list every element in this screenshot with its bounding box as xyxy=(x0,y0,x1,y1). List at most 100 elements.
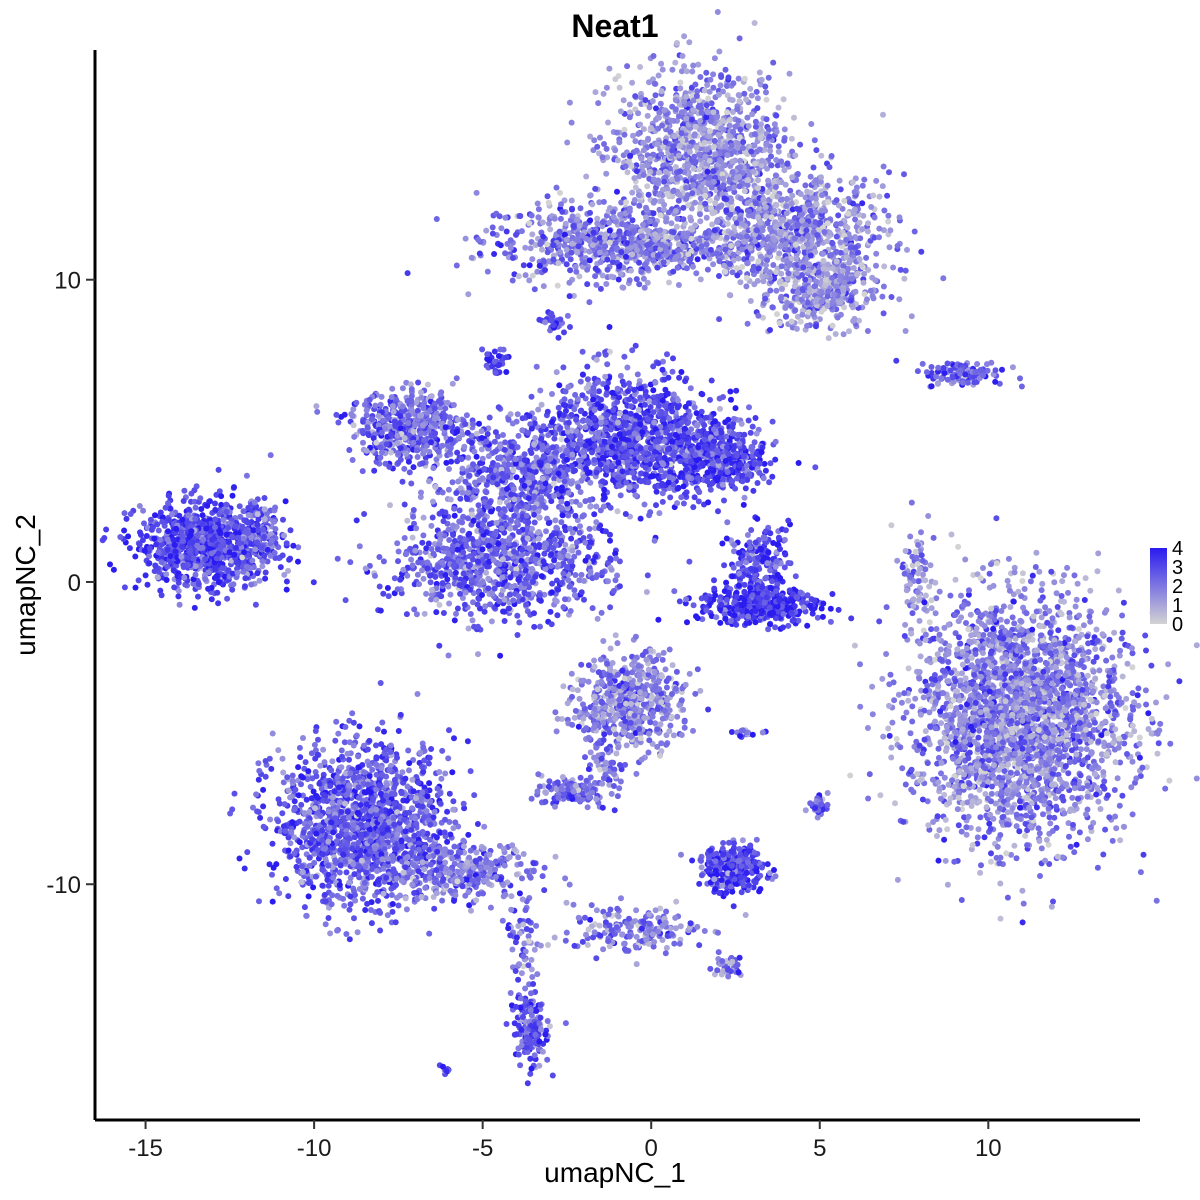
scatter-point xyxy=(747,245,754,252)
scatter-point xyxy=(447,591,454,598)
scatter-point xyxy=(860,279,867,286)
scatter-point xyxy=(728,142,735,149)
scatter-point xyxy=(661,201,668,208)
scatter-point xyxy=(733,265,740,272)
scatter-point xyxy=(510,597,517,604)
scatter-point xyxy=(488,508,495,515)
scatter-point xyxy=(641,261,648,268)
scatter-point xyxy=(727,211,734,218)
scatter-point xyxy=(405,412,412,419)
scatter-point xyxy=(590,229,597,236)
scatter-point xyxy=(792,279,799,285)
scatter-point xyxy=(532,242,539,248)
scatter-point xyxy=(575,549,582,556)
scatter-point xyxy=(469,511,475,518)
scatter-point xyxy=(391,575,398,582)
scatter-point xyxy=(792,152,799,159)
scatter-point xyxy=(644,183,651,190)
scatter-point xyxy=(655,252,661,259)
scatter-point xyxy=(859,226,866,233)
scatter-point xyxy=(683,184,690,191)
scatter-point xyxy=(419,539,426,546)
scatter-point xyxy=(820,250,826,257)
scatter-point xyxy=(745,123,752,129)
scatter-point xyxy=(456,582,463,588)
scatter-point xyxy=(755,214,761,221)
scatter-point xyxy=(415,559,422,566)
scatter-point xyxy=(459,519,466,526)
scatter-point xyxy=(814,232,821,238)
scatter-point xyxy=(516,528,522,535)
scatter-point xyxy=(432,430,438,437)
scatter-point xyxy=(567,324,573,330)
scatter-point xyxy=(686,148,693,155)
scatter-point xyxy=(818,152,825,159)
scatter-point xyxy=(514,632,521,638)
scatter-point xyxy=(826,229,833,236)
scatter-point xyxy=(757,135,764,141)
scatter-point xyxy=(376,554,383,560)
scatter-point xyxy=(408,393,415,399)
scatter-point xyxy=(565,552,571,559)
scatter-point xyxy=(507,237,514,244)
scatter-point xyxy=(349,457,356,463)
scatter-point xyxy=(656,206,663,213)
scatter-point xyxy=(697,211,703,218)
scatter-point xyxy=(377,444,384,451)
scatter-point xyxy=(730,251,737,258)
scatter-point xyxy=(569,205,575,212)
scatter-point xyxy=(607,604,614,611)
scatter-point xyxy=(885,218,892,225)
scatter-point xyxy=(440,545,447,552)
scatter-point xyxy=(732,123,739,130)
scatter-point xyxy=(908,313,915,320)
scatter-point xyxy=(660,259,667,266)
scatter-point xyxy=(462,235,469,242)
scatter-point xyxy=(637,121,644,128)
scatter-point xyxy=(674,40,680,46)
scatter-point xyxy=(515,432,522,439)
scatter-point xyxy=(462,421,469,428)
scatter-point xyxy=(720,175,726,182)
scatter-point xyxy=(430,465,437,472)
scatter-point xyxy=(483,227,490,234)
scatter-point xyxy=(876,234,882,241)
scatter-point xyxy=(849,179,856,186)
scatter-point xyxy=(833,258,840,265)
scatter-point xyxy=(654,264,661,271)
scatter-point xyxy=(529,567,536,574)
scatter-point xyxy=(777,242,784,249)
scatter-point xyxy=(829,299,836,306)
scatter-point xyxy=(616,84,623,91)
scatter-point xyxy=(582,539,589,546)
scatter-point xyxy=(710,234,717,241)
scatter-point xyxy=(479,579,486,586)
scatter-point xyxy=(428,546,435,552)
scatter-point xyxy=(689,190,696,197)
scatter-point xyxy=(703,102,710,109)
scatter-point xyxy=(630,132,636,139)
scatter-point xyxy=(456,434,462,441)
scatter-point xyxy=(462,478,469,485)
scatter-point xyxy=(612,76,619,83)
scatter-point xyxy=(586,299,593,306)
scatter-point xyxy=(638,268,645,275)
scatter-point xyxy=(704,168,711,175)
scatter-point xyxy=(539,219,546,226)
scatter-point xyxy=(347,559,354,566)
scatter-point xyxy=(644,279,651,286)
scatter-point xyxy=(468,254,475,261)
scatter-point xyxy=(818,174,824,181)
scatter-point xyxy=(437,536,444,543)
scatter-point xyxy=(781,167,788,174)
scatter-point xyxy=(603,170,610,177)
scatter-point xyxy=(538,496,545,503)
scatter-point xyxy=(773,202,780,208)
scatter-point xyxy=(855,249,862,256)
scatter-point xyxy=(836,177,843,184)
scatter-point xyxy=(808,121,815,127)
scatter-point xyxy=(690,62,697,69)
scatter-point xyxy=(696,237,703,244)
scatter-point xyxy=(729,158,736,165)
scatter-point xyxy=(594,615,601,622)
